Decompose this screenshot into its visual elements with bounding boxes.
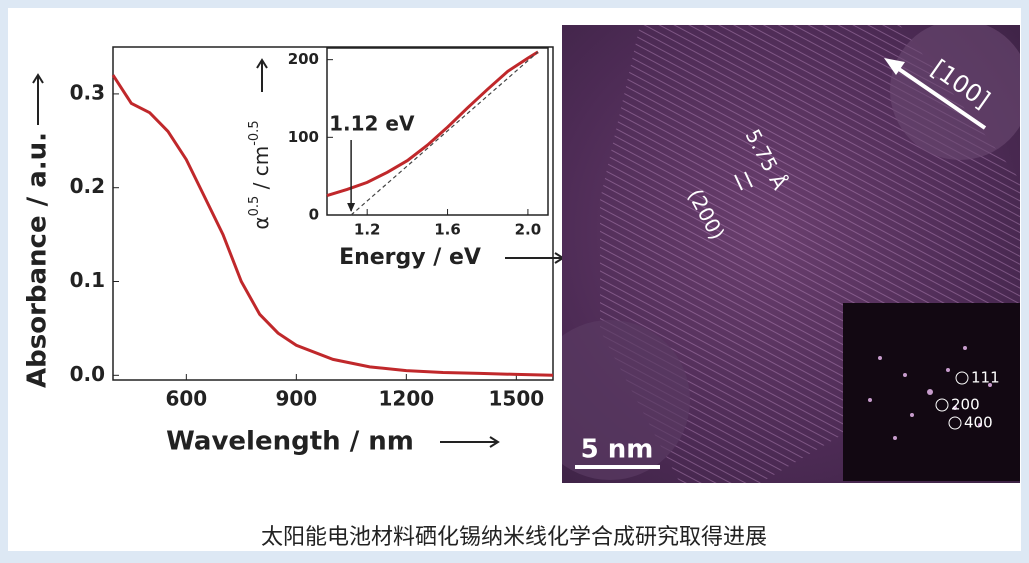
- y-axis-label: Absorbance / a.u.: [23, 132, 53, 388]
- x-tick-label: 2.0: [515, 221, 542, 239]
- scale-label: 5 nm: [581, 435, 654, 465]
- y-tick-label: 200: [288, 50, 319, 68]
- x-tick-label: 1.2: [354, 221, 381, 239]
- x-tick-label: 1200: [378, 387, 434, 411]
- fft-inset: [843, 303, 1020, 481]
- y-tick-label: 0.3: [70, 80, 105, 104]
- fft-label: 111: [971, 369, 1000, 387]
- y-axis-label-part: -0.5: [247, 120, 262, 145]
- y-tick-label: 100: [288, 128, 319, 146]
- x-tick-label: 900: [275, 387, 317, 411]
- annotation: 1.12 eV: [329, 112, 415, 136]
- caption: 太阳能电池材料硒化锡纳米线化学合成研究取得进展: [261, 525, 767, 550]
- figure: 600 900 1200 1500 0.0 0.1 0.2 0.3 Wavelength / n…: [0, 0, 1029, 559]
- y-axis-label-part: 0.5: [247, 196, 262, 217]
- x-tick-label: 1.6: [434, 221, 461, 239]
- y-tick-label: 0.2: [70, 174, 105, 198]
- x-tick-label: 1500: [488, 387, 544, 411]
- fft-label: 200: [951, 396, 980, 414]
- y-axis-label-part: α: [249, 216, 273, 229]
- y-tick-label: 0.0: [70, 362, 105, 386]
- x-axis-label: Wavelength / nm: [166, 427, 414, 457]
- fft-label: 400: [964, 414, 993, 432]
- x-tick-label: 600: [165, 387, 207, 411]
- y-axis-label-part: / cm: [249, 146, 273, 196]
- x-axis-label: Energy / eV: [339, 245, 481, 270]
- y-tick-label: 0: [309, 206, 319, 224]
- y-tick-label: 0.1: [70, 268, 105, 292]
